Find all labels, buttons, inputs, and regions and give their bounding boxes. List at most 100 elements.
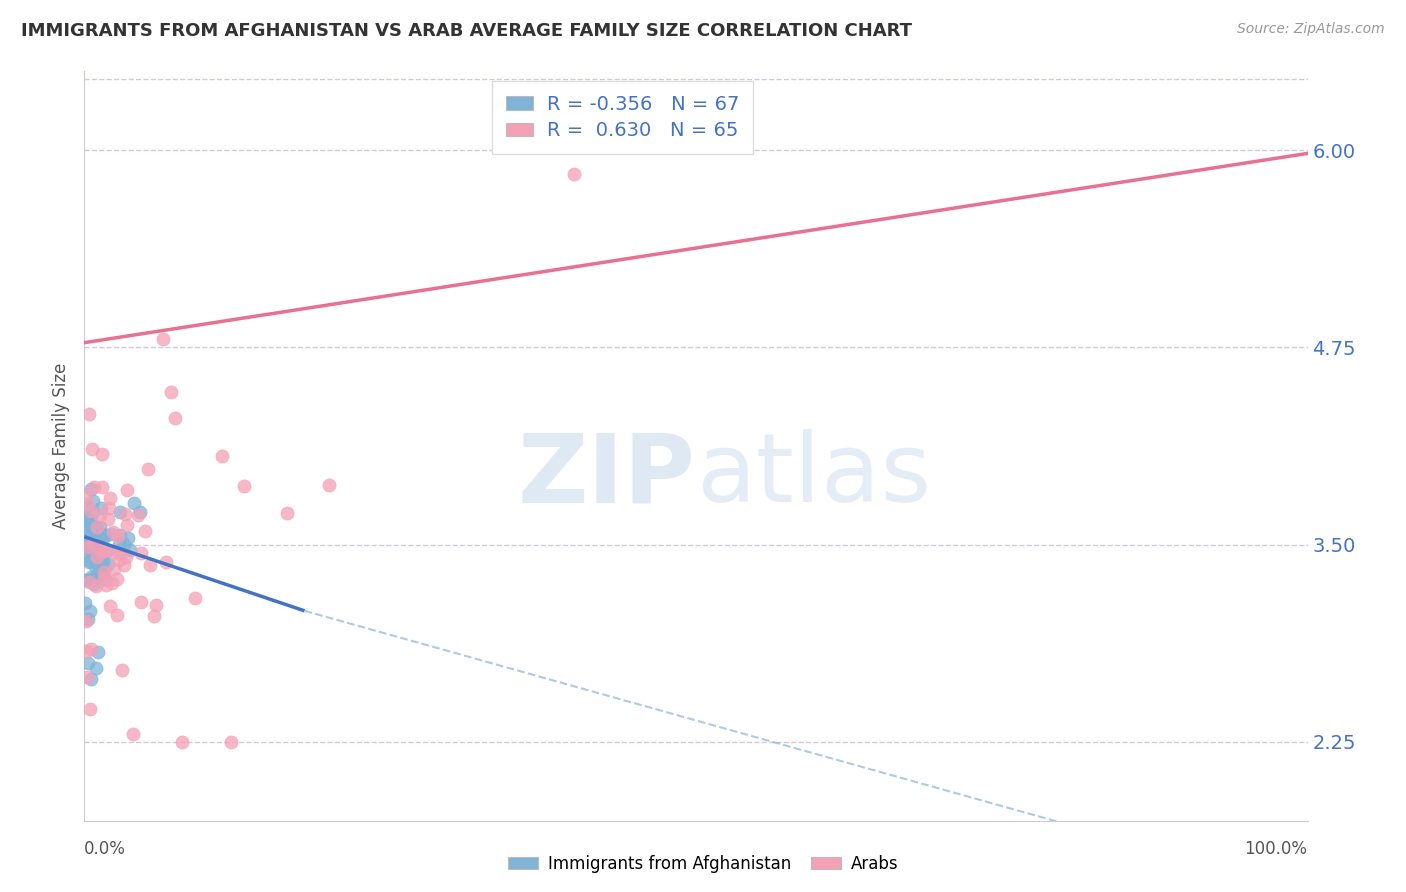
- Point: [84, 553, 107, 567]
- Point: [93, 530, 115, 544]
- Point: [76, 540, 98, 554]
- Point: [83, 532, 105, 546]
- Point: [93, 571, 115, 585]
- Point: [89, 520, 111, 534]
- Point: [75, 510, 97, 524]
- Point: [84, 558, 107, 573]
- Point: [122, 727, 145, 741]
- Point: [82, 544, 104, 558]
- Text: 0.0%: 0.0%: [84, 839, 127, 857]
- Point: [139, 558, 162, 573]
- Point: [75, 500, 97, 514]
- Point: [90, 568, 112, 582]
- Point: [84, 660, 107, 674]
- Point: [83, 577, 105, 591]
- Point: [112, 537, 135, 551]
- Point: [172, 735, 194, 749]
- Point: [82, 536, 104, 550]
- Point: [159, 384, 181, 399]
- Point: [76, 522, 98, 536]
- Point: [75, 513, 97, 527]
- Point: [108, 528, 131, 542]
- Point: [115, 483, 138, 497]
- Point: [152, 332, 174, 346]
- Text: IMMIGRANTS FROM AFGHANISTAN VS ARAB AVERAGE FAMILY SIZE CORRELATION CHART: IMMIGRANTS FROM AFGHANISTAN VS ARAB AVER…: [21, 22, 912, 40]
- Point: [96, 544, 118, 558]
- Point: [105, 607, 128, 622]
- Point: [107, 553, 129, 567]
- Point: [101, 544, 124, 558]
- Point: [115, 518, 138, 533]
- Point: [103, 562, 125, 576]
- Point: [77, 541, 100, 555]
- Point: [101, 524, 124, 539]
- Point: [93, 543, 115, 558]
- Point: [233, 479, 256, 493]
- Point: [100, 527, 122, 541]
- Point: [82, 547, 104, 561]
- Point: [80, 514, 103, 528]
- Point: [80, 641, 103, 656]
- Point: [90, 501, 112, 516]
- Point: [90, 447, 112, 461]
- Point: [98, 501, 121, 516]
- Point: [83, 570, 105, 584]
- Point: [91, 554, 114, 568]
- Point: [75, 596, 97, 610]
- Point: [80, 482, 103, 496]
- Point: [73, 527, 96, 541]
- Point: [98, 599, 121, 613]
- Text: ZIP: ZIP: [517, 429, 696, 523]
- Point: [127, 508, 149, 522]
- Point: [108, 538, 131, 552]
- Point: [155, 555, 177, 569]
- Point: [84, 524, 107, 538]
- Point: [75, 488, 97, 502]
- Point: [75, 644, 97, 658]
- Point: [93, 528, 115, 542]
- Point: [90, 544, 112, 558]
- Point: [112, 558, 135, 573]
- Point: [219, 735, 242, 749]
- Point: [86, 520, 108, 534]
- Point: [79, 702, 101, 716]
- Point: [90, 555, 112, 569]
- Point: [211, 450, 233, 464]
- Point: [82, 493, 104, 508]
- Point: [115, 550, 138, 565]
- Point: [145, 599, 167, 613]
- Point: [86, 549, 108, 564]
- Point: [129, 595, 152, 609]
- Point: [77, 555, 100, 569]
- Point: [86, 537, 108, 551]
- Legend: Immigrants from Afghanistan, Arabs: Immigrants from Afghanistan, Arabs: [501, 848, 905, 880]
- Point: [79, 516, 101, 531]
- Text: Source: ZipAtlas.com: Source: ZipAtlas.com: [1237, 22, 1385, 37]
- Point: [77, 574, 100, 589]
- Point: [111, 663, 134, 677]
- Point: [100, 576, 122, 591]
- Point: [129, 505, 152, 519]
- Point: [163, 411, 186, 425]
- Point: [108, 505, 131, 519]
- Point: [82, 536, 104, 550]
- Point: [77, 407, 100, 421]
- Point: [97, 557, 120, 571]
- Legend: R = -0.356   N = 67, R =  0.630   N = 65: R = -0.356 N = 67, R = 0.630 N = 65: [492, 81, 752, 154]
- Point: [114, 507, 136, 521]
- Point: [105, 572, 128, 586]
- Point: [562, 167, 585, 181]
- Point: [276, 506, 298, 520]
- Point: [82, 504, 104, 518]
- Point: [73, 574, 96, 588]
- Point: [318, 478, 340, 492]
- Point: [82, 442, 104, 456]
- Point: [136, 461, 159, 475]
- Text: 100.0%: 100.0%: [1244, 839, 1308, 857]
- Y-axis label: Average Family Size: Average Family Size: [52, 363, 70, 529]
- Point: [94, 573, 117, 587]
- Point: [76, 496, 98, 510]
- Point: [108, 547, 131, 561]
- Point: [77, 573, 100, 587]
- Point: [122, 496, 145, 510]
